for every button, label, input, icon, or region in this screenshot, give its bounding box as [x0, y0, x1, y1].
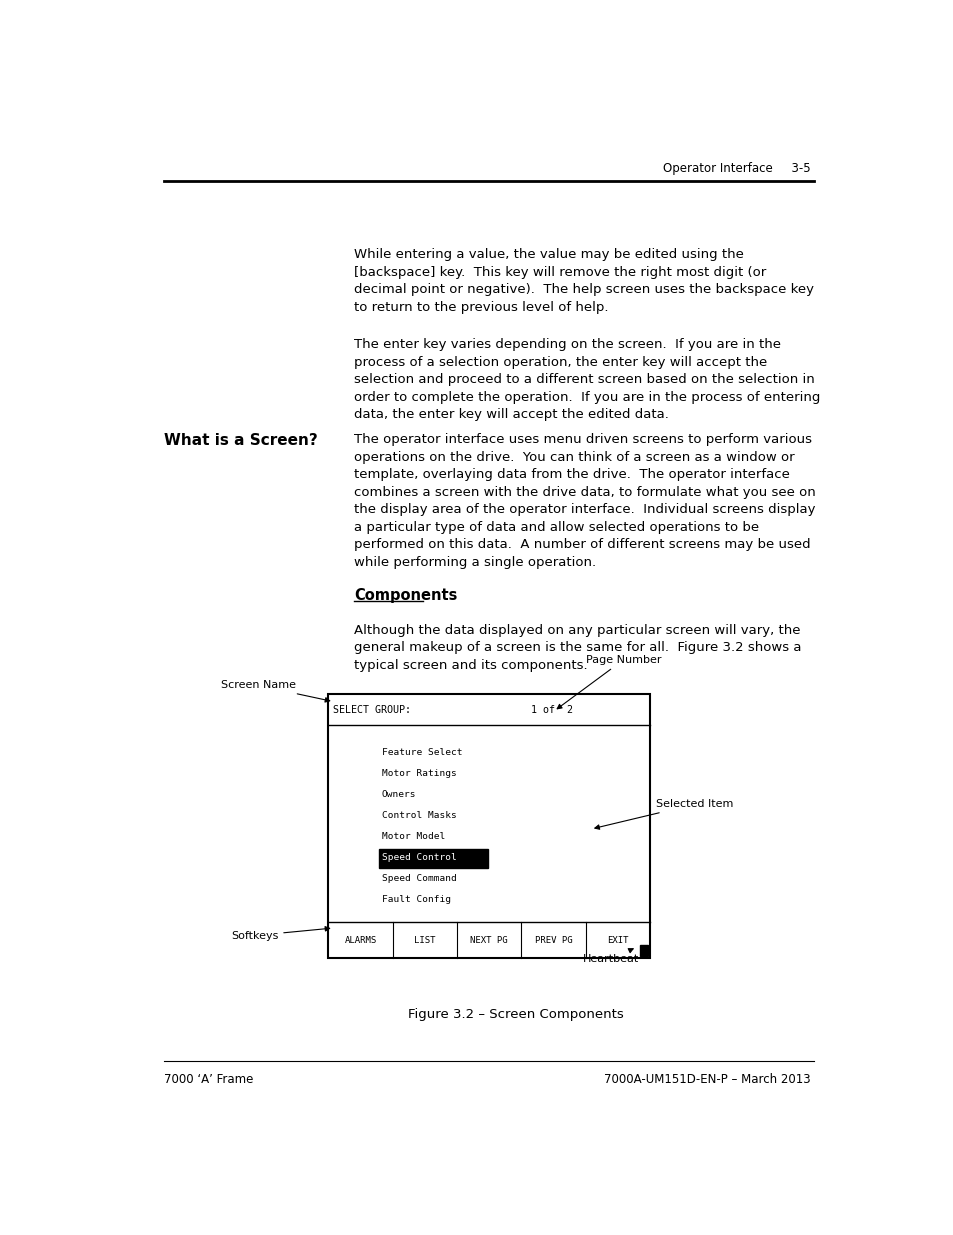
- Text: PREV PG: PREV PG: [535, 936, 572, 945]
- Text: Screen Name: Screen Name: [220, 680, 330, 701]
- Text: 7000A-UM151D-EN-P – March 2013: 7000A-UM151D-EN-P – March 2013: [603, 1072, 810, 1086]
- Text: Owners: Owners: [381, 790, 416, 799]
- Text: Selected Item: Selected Item: [595, 799, 733, 829]
- Text: EXIT: EXIT: [606, 936, 628, 945]
- Text: NEXT PG: NEXT PG: [470, 936, 508, 945]
- Text: Fault Config: Fault Config: [381, 895, 450, 904]
- Text: Motor Ratings: Motor Ratings: [381, 769, 456, 778]
- Text: ALARMS: ALARMS: [344, 936, 376, 945]
- Bar: [378, 850, 488, 868]
- Text: Softkeys: Softkeys: [231, 926, 330, 941]
- Text: Although the data displayed on any particular screen will vary, the
general make: Although the data displayed on any parti…: [354, 624, 801, 672]
- Text: Speed Command: Speed Command: [381, 874, 456, 883]
- Bar: [328, 694, 649, 958]
- Text: Control Masks: Control Masks: [381, 811, 456, 820]
- Text: LIST: LIST: [414, 936, 436, 945]
- Text: While entering a value, the value may be edited using the
[backspace] key.  This: While entering a value, the value may be…: [354, 248, 814, 314]
- Text: SELECT GROUP:                    1 of  2: SELECT GROUP: 1 of 2: [333, 705, 573, 715]
- Bar: [639, 945, 647, 956]
- Text: Page Number: Page Number: [557, 655, 660, 709]
- Text: 7000 ‘A’ Frame: 7000 ‘A’ Frame: [164, 1072, 253, 1086]
- Text: Components: Components: [354, 588, 457, 603]
- Text: Operator Interface     3-5: Operator Interface 3-5: [662, 162, 810, 175]
- Text: The operator interface uses menu driven screens to perform various
operations on: The operator interface uses menu driven …: [354, 433, 815, 569]
- Text: The enter key varies depending on the screen.  If you are in the
process of a se: The enter key varies depending on the sc…: [354, 338, 820, 421]
- Text: What is a Screen?: What is a Screen?: [164, 433, 317, 448]
- Text: Figure 3.2 – Screen Components: Figure 3.2 – Screen Components: [407, 1008, 622, 1021]
- Text: Speed Control: Speed Control: [381, 853, 456, 862]
- Text: Motor Model: Motor Model: [381, 832, 444, 841]
- Text: Heartbeat: Heartbeat: [582, 948, 639, 965]
- Text: Feature Select: Feature Select: [381, 748, 462, 757]
